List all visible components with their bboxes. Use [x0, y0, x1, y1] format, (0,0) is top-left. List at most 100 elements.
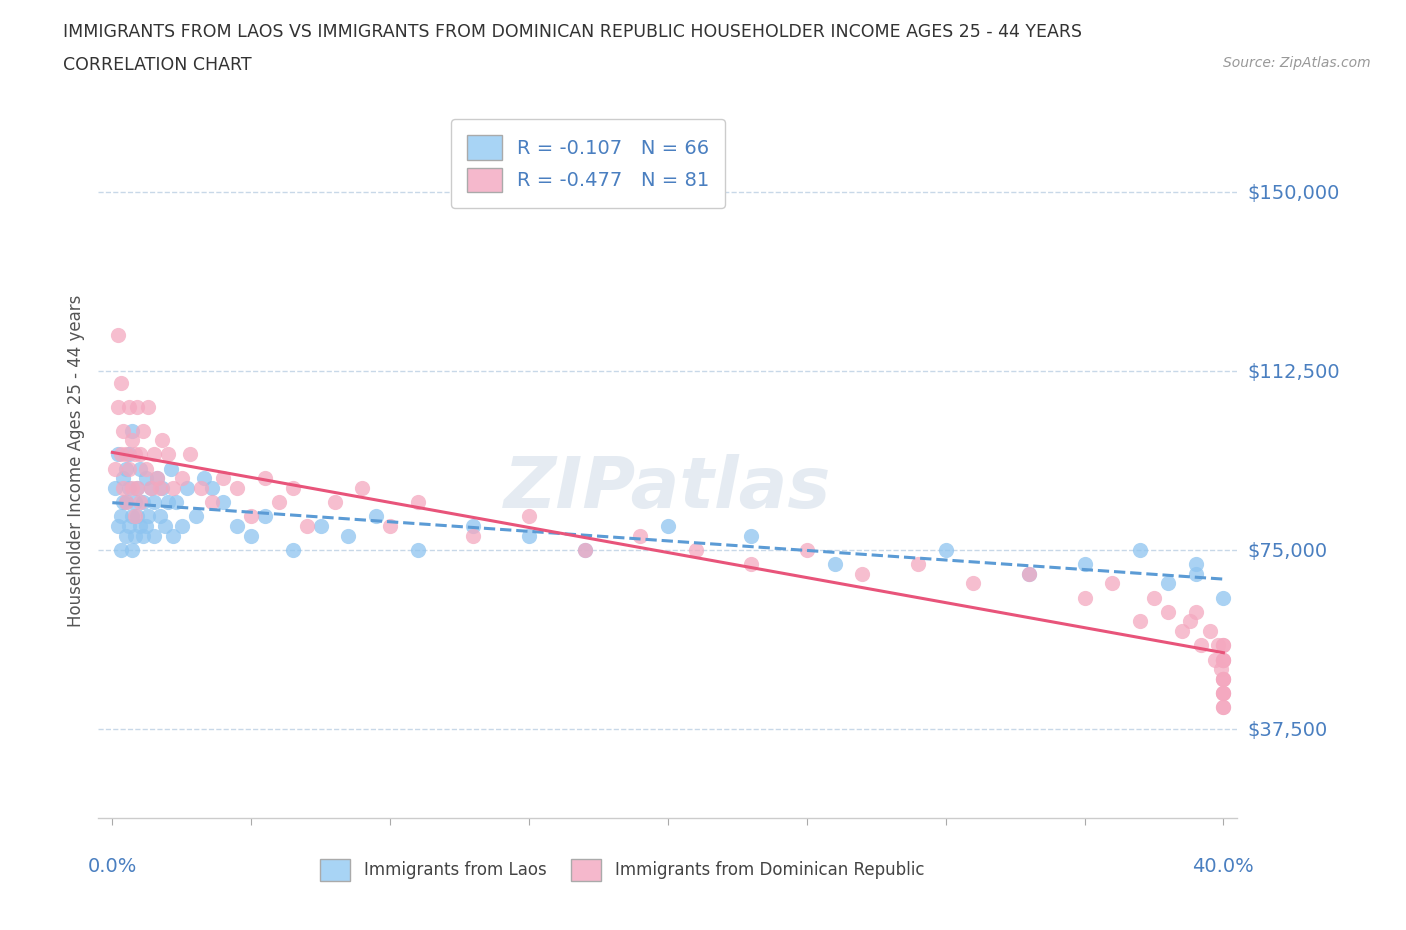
Point: [962, 576, 984, 591]
Point: [463, 528, 485, 543]
Point: [212, 495, 235, 510]
Point: [145, 471, 167, 485]
Point: [337, 528, 360, 543]
Point: [1212, 652, 1234, 667]
Point: [176, 481, 198, 496]
Point: [851, 566, 873, 581]
Point: [1129, 614, 1152, 629]
Point: [226, 519, 249, 534]
Point: [184, 509, 207, 524]
Point: [121, 432, 143, 447]
Point: [212, 471, 235, 485]
Point: [110, 447, 132, 462]
Point: [112, 471, 135, 485]
Point: [1212, 591, 1234, 605]
Point: [162, 528, 184, 543]
Point: [115, 528, 138, 543]
Point: [127, 481, 149, 496]
Point: [193, 471, 215, 485]
Point: [1209, 662, 1232, 677]
Point: [240, 509, 263, 524]
Point: [1212, 671, 1234, 686]
Point: [170, 519, 193, 534]
Point: [107, 519, 129, 534]
Point: [121, 481, 143, 496]
Point: [1212, 671, 1234, 686]
Point: [1206, 638, 1229, 653]
Point: [138, 399, 160, 414]
Point: [295, 519, 318, 534]
Point: [1018, 566, 1040, 581]
Point: [254, 471, 277, 485]
Point: [132, 528, 155, 543]
Point: [1212, 652, 1234, 667]
Text: ZIPatlas: ZIPatlas: [505, 455, 831, 524]
Point: [115, 461, 138, 476]
Point: [1157, 604, 1180, 619]
Point: [150, 481, 173, 496]
Point: [165, 495, 187, 510]
Point: [141, 481, 163, 496]
Point: [129, 461, 152, 476]
Point: [190, 481, 212, 496]
Point: [129, 447, 152, 462]
Point: [517, 509, 540, 524]
Point: [1184, 566, 1206, 581]
Point: [162, 481, 184, 496]
Point: [406, 542, 429, 557]
Point: [104, 461, 127, 476]
Point: [406, 495, 429, 510]
Point: [796, 542, 818, 557]
Point: [124, 495, 146, 510]
Point: [1143, 591, 1166, 605]
Point: [267, 495, 290, 510]
Point: [118, 519, 141, 534]
Point: [107, 327, 129, 342]
Point: [226, 481, 249, 496]
Point: [127, 399, 149, 414]
Point: [129, 495, 152, 510]
Point: [145, 471, 167, 485]
Text: 0.0%: 0.0%: [87, 857, 136, 875]
Point: [628, 528, 651, 543]
Point: [124, 447, 146, 462]
Point: [115, 495, 138, 510]
Point: [118, 481, 141, 496]
Point: [143, 447, 166, 462]
Point: [124, 509, 146, 524]
Point: [1212, 685, 1234, 700]
Point: [1212, 685, 1234, 700]
Point: [1189, 638, 1212, 653]
Point: [170, 471, 193, 485]
Point: [127, 509, 149, 524]
Point: [201, 495, 224, 510]
Point: [907, 557, 929, 572]
Point: [153, 519, 176, 534]
Point: [201, 481, 224, 496]
Text: Source: ZipAtlas.com: Source: ZipAtlas.com: [1223, 56, 1371, 70]
Point: [107, 447, 129, 462]
Point: [138, 509, 160, 524]
Point: [352, 481, 374, 496]
Point: [574, 542, 596, 557]
Point: [104, 481, 127, 496]
Point: [824, 557, 846, 572]
Point: [240, 528, 263, 543]
Point: [1073, 591, 1095, 605]
Point: [366, 509, 388, 524]
Point: [110, 542, 132, 557]
Point: [112, 481, 135, 496]
Point: [129, 519, 152, 534]
Point: [112, 423, 135, 438]
Point: [1212, 700, 1234, 715]
Point: [935, 542, 957, 557]
Point: [1101, 576, 1123, 591]
Point: [112, 495, 135, 510]
Point: [281, 542, 304, 557]
Point: [1184, 604, 1206, 619]
Point: [517, 528, 540, 543]
Point: [115, 447, 138, 462]
Point: [107, 399, 129, 414]
Point: [156, 447, 179, 462]
Point: [179, 447, 201, 462]
